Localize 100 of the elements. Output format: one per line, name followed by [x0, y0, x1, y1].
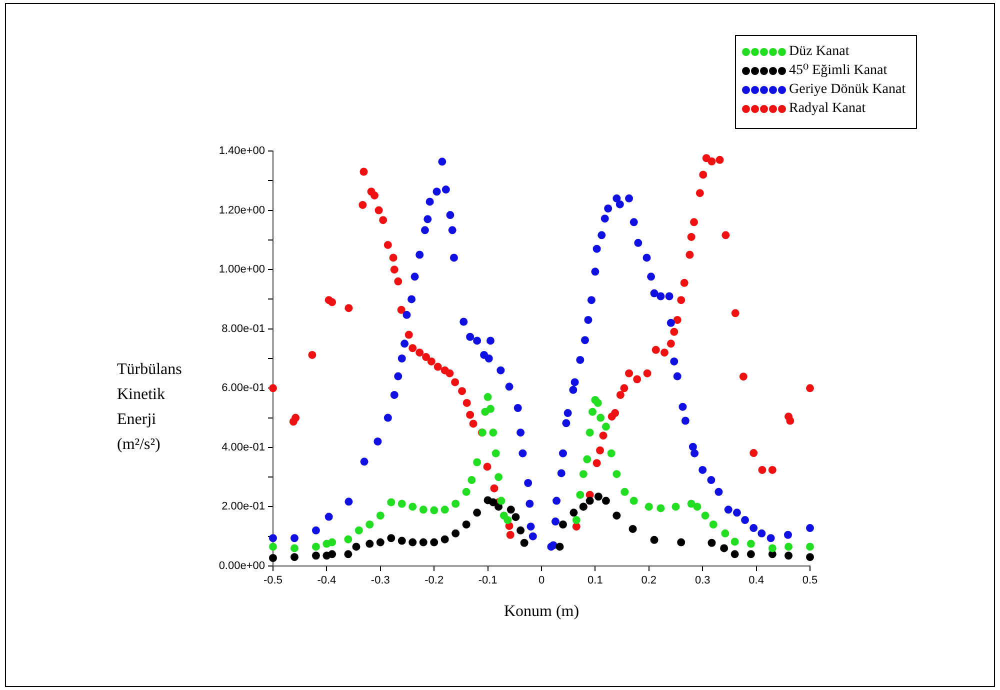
point: [570, 508, 578, 517]
point: [588, 408, 597, 416]
point: [806, 542, 814, 551]
point: [650, 536, 658, 544]
point: [784, 552, 793, 560]
x-tick-label: -0.3: [370, 574, 390, 587]
x-tick-label: 0.4: [748, 574, 764, 587]
point: [612, 512, 621, 520]
point: [408, 502, 417, 511]
point: [269, 554, 277, 562]
point: [462, 520, 470, 528]
point: [583, 455, 592, 464]
point: [484, 393, 492, 402]
point: [419, 506, 428, 514]
point: [494, 502, 503, 511]
point: [594, 398, 602, 407]
point: [512, 513, 520, 522]
point: [602, 422, 610, 431]
point: [806, 553, 814, 562]
x-tick-label: -0.5: [264, 574, 282, 587]
point: [492, 449, 500, 458]
point: [344, 550, 352, 558]
point: [494, 473, 503, 482]
x-tick-label: -0.2: [424, 574, 444, 587]
point: [473, 508, 482, 517]
point: [708, 538, 716, 547]
y-tick-label: 1.40e+00: [218, 145, 265, 158]
point: [398, 500, 406, 508]
y-axis-title: Türbülans Kinetik Enerji (m²/s²): [117, 361, 182, 454]
point: [312, 552, 320, 560]
point: [489, 428, 498, 437]
legend-label: Geriye Dönük Kanat: [789, 82, 906, 98]
point: [576, 490, 584, 499]
point: [387, 534, 396, 542]
y-tick-label: 1.20e+00: [218, 204, 265, 216]
x-tick-label: 0.5: [802, 574, 818, 587]
x-axis-title: Konum (m): [504, 603, 580, 620]
point: [746, 550, 755, 558]
point: [462, 488, 470, 496]
point: [376, 538, 384, 546]
point: [709, 520, 718, 528]
point: [366, 540, 374, 548]
point: [419, 538, 428, 546]
point: [473, 458, 482, 466]
point: [352, 542, 360, 551]
point: [721, 529, 730, 538]
y-tick-label: 4.00e-01: [222, 441, 265, 454]
legend-label: 45⁰ Eğimli Kanat: [789, 62, 888, 79]
y-tick-label: 8.00e-01: [222, 322, 265, 335]
y-tick-label: 1.00e+00: [218, 264, 265, 276]
point: [354, 526, 363, 534]
point: [556, 542, 564, 551]
point: [701, 512, 710, 520]
point: [677, 538, 686, 546]
legend-label: Düz Kanat: [789, 44, 850, 60]
point: [398, 536, 406, 545]
point: [452, 529, 460, 538]
x-tick-label: 0.1: [588, 574, 603, 587]
point: [408, 538, 417, 546]
y-tick-label: 2.00e-01: [222, 500, 265, 513]
point: [612, 470, 621, 478]
point: [344, 535, 352, 544]
point: [693, 502, 702, 511]
point: [312, 542, 320, 551]
point: [594, 492, 602, 501]
y-tick-label: 0.00e+00: [218, 560, 265, 572]
point: [468, 476, 476, 484]
x-tick-label: 0.2: [641, 574, 657, 587]
point: [628, 524, 637, 533]
point: [672, 502, 680, 511]
y-tick-label: 6.00e-01: [222, 382, 265, 394]
point: [328, 538, 336, 546]
point: [768, 544, 776, 552]
point: [586, 496, 594, 505]
point: [366, 520, 374, 528]
point: [746, 540, 755, 548]
point: [572, 516, 580, 524]
point: [290, 553, 298, 562]
point: [486, 404, 494, 413]
point: [506, 506, 515, 514]
point: [376, 512, 384, 520]
point: [430, 538, 438, 546]
point: [520, 538, 528, 547]
point: [630, 496, 638, 505]
x-tick-label: -0.4: [317, 574, 336, 587]
point: [440, 535, 449, 544]
x-tick-label: 0.3: [694, 574, 710, 587]
legend-label: Radyal Kanat: [789, 100, 866, 116]
x-tick-label: -0.1: [478, 574, 498, 587]
point: [328, 550, 336, 558]
point: [558, 520, 567, 528]
point: [720, 544, 728, 552]
point: [489, 498, 498, 506]
point: [430, 506, 438, 514]
point: [497, 496, 506, 505]
point: [656, 504, 665, 512]
point: [269, 542, 277, 551]
point: [730, 550, 739, 558]
point: [440, 506, 449, 514]
point: [387, 498, 396, 506]
